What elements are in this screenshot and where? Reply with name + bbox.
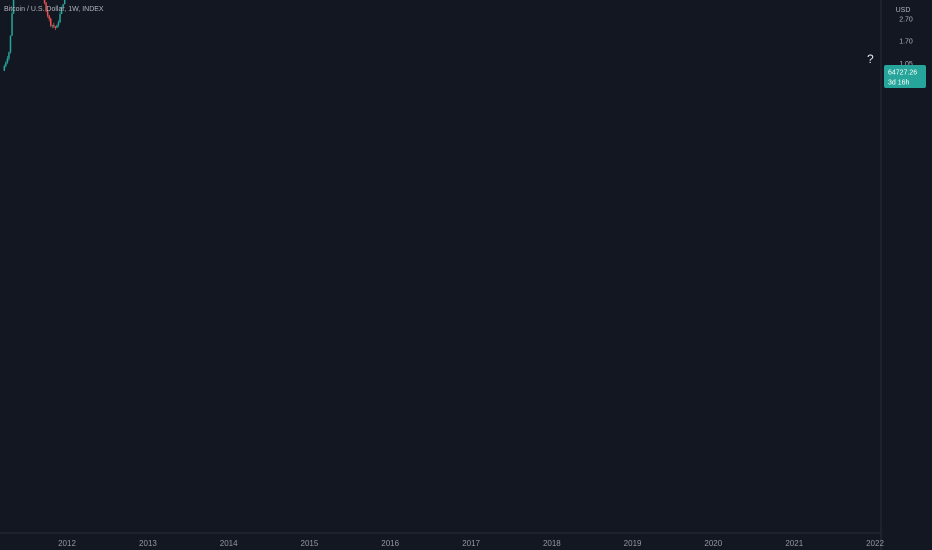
x-tick-label: 2017 [462,539,480,548]
candle-body [11,13,13,36]
x-tick-label: 2020 [704,539,722,548]
candle-body [59,14,61,23]
candle-body [6,58,9,63]
price-tag-box [884,65,926,88]
candle-body [46,11,49,16]
symbol-title: Bitcoin / U.S. Dollar, 1W, INDEX [4,6,104,13]
candle-body [5,62,7,67]
x-tick-label: 2019 [624,539,642,548]
x-tick-label: 2013 [139,539,157,548]
x-tick-label: 2012 [58,539,76,548]
candle-body [49,18,52,26]
candle-body [63,0,66,5]
x-tick-label: 2021 [785,539,803,548]
y-tick-label: 1.70 [899,38,913,45]
candle-body [43,0,46,3]
candle-body [57,22,60,26]
question-mark-annotation: ? [867,52,874,66]
y-tick-label: 1.05 [899,61,913,68]
currency-label: USD [896,7,911,14]
candle-body [56,25,58,28]
x-tick-label: 2018 [543,539,561,548]
y-tick-label: 2.70 [899,17,913,24]
candle-body [8,52,10,59]
candle-body [53,25,55,27]
price-tag-countdown: 3d 16h [888,80,910,87]
price-tag-value: 64727.26 [888,70,917,77]
candle-body [60,7,63,15]
candle-body [48,15,50,19]
candle-body [54,26,57,28]
candle-body [12,0,15,14]
candle-body [62,4,64,8]
candle-body [9,35,12,53]
x-tick-label: 2016 [381,539,399,548]
time-axis[interactable]: 2012 2013 2014 2015 2016 2017 2018 2019 2020 2021… [58,539,884,548]
candle-body [3,66,6,71]
price-axis[interactable]: 2.70 1.70 1.05 [899,17,913,68]
candle-body [45,2,47,12]
x-tick-label: 2014 [220,539,238,548]
last-price-tag[interactable]: 64727.26 3d 16h [884,65,926,88]
candle-body [51,25,54,26]
x-tick-label: 2015 [301,539,319,548]
x-tick-label: 2022 [866,539,884,548]
candles-layer [3,0,66,72]
